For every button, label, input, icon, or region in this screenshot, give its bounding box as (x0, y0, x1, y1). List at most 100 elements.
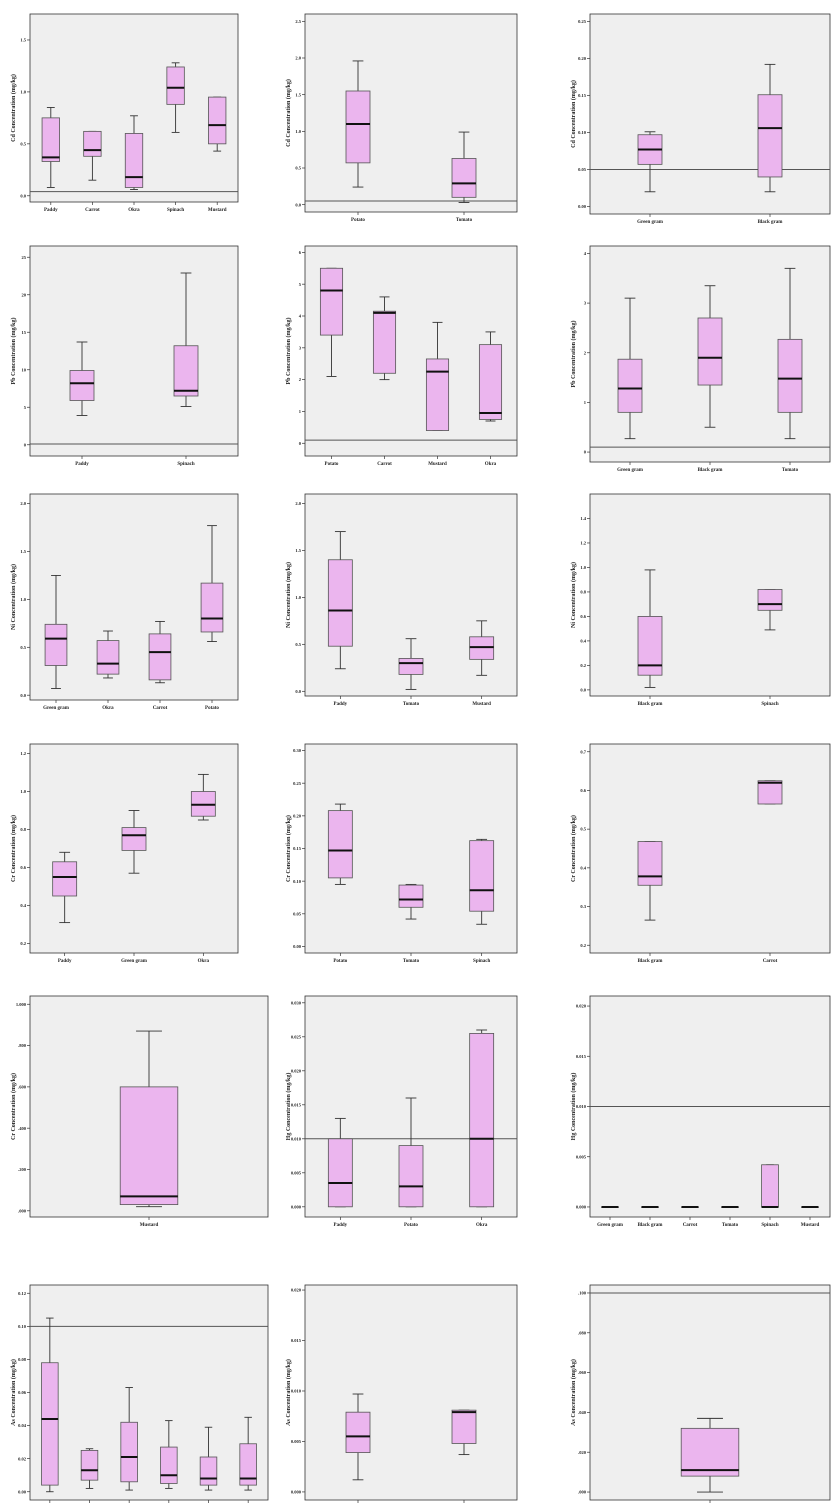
y-axis-label: Pb Concentration (mg/kg) (570, 321, 577, 388)
y-tick-label: 1.0 (20, 789, 26, 794)
category-label: Carrot (85, 208, 100, 213)
y-tick-label: 5 (24, 405, 27, 410)
box-carrot (681, 1205, 699, 1208)
y-axis-label: Cr Concentration (mg/kg) (570, 815, 577, 882)
box-plot-11: 0.00 0.05 0.10 0.15 0.20 0.25 0.30 Cr Concentra… (285, 743, 518, 964)
category-label: Carrot (763, 959, 778, 964)
box-okra (478, 331, 503, 422)
category-label: Paddy (75, 462, 89, 467)
category-label: Black gram (758, 220, 784, 225)
box-plot-7: 0.0 0.5 1.0 1.5 2.0 Ni Concentration (mg/kg) G… (10, 493, 239, 711)
y-tick-label: 0.06 (18, 1390, 27, 1395)
category-label: Black gram (638, 702, 664, 707)
category-label: Paddy (58, 959, 72, 964)
box-plot-16: 0.00 0.02 0.04 0.06 0.08 0.10 0.12 As Concentra… (10, 1284, 269, 1503)
y-tick-label: 4 (584, 251, 587, 256)
iqr-box (469, 1033, 495, 1208)
category-label: Spinach (761, 702, 778, 707)
iqr-box (425, 358, 450, 431)
iqr-box (199, 1456, 218, 1486)
iqr-box (398, 884, 424, 908)
y-tick-label: 0.00 (578, 204, 587, 209)
box-green-gram (121, 810, 147, 874)
y-tick-label: 0.5 (20, 141, 26, 146)
box-okra (96, 630, 120, 679)
box-paddy (327, 531, 353, 670)
y-tick-label: 0.5 (580, 827, 586, 832)
box-paddy (327, 1117, 353, 1208)
box-green-gram (80, 1448, 99, 1489)
y-tick-label: 0.015 (291, 1338, 302, 1343)
y-tick-label: 2.0 (295, 56, 301, 61)
iqr-box (757, 589, 783, 611)
y-tick-label: 0.005 (291, 1439, 302, 1444)
iqr-box (208, 96, 227, 145)
box-mustard (469, 620, 495, 676)
box-green-gram (601, 1205, 619, 1208)
box-plot-8: 0.0 0.5 1.0 1.5 2.0 Ni Concentration (mg/kg) P… (285, 493, 518, 707)
plot-frame (29, 1284, 269, 1501)
y-tick-label: 0.030 (291, 1000, 302, 1005)
iqr-box (121, 827, 147, 851)
y-tick-label: 0.0 (20, 193, 26, 198)
iqr-box (200, 582, 224, 633)
category-label: Potato (325, 462, 339, 467)
y-tick-label: 0.4 (580, 865, 586, 870)
category-label: Okra (198, 959, 210, 964)
box-spinach (469, 838, 495, 925)
category-label: Tomato (403, 959, 420, 964)
y-tick-label: 0.000 (576, 1205, 587, 1210)
box-plot-13: .000 .200 .400 .600 .800 1.000 Cr Concentratio… (10, 995, 269, 1228)
box-plot-15: 0.000 0.005 0.010 0.015 0.020 Hg Concentratio… (570, 995, 831, 1228)
y-tick-label: 1.2 (20, 751, 26, 756)
iqr-box (119, 1086, 179, 1206)
box-green-gram (44, 574, 68, 689)
y-tick-label: 2 (299, 377, 302, 382)
box-spinach (761, 1164, 779, 1208)
box-plot-14: 0.000 0.005 0.010 0.015 0.020 0.025 0.030 Hg Co… (285, 995, 518, 1228)
plot-frame (304, 1284, 518, 1501)
plot-frame (589, 493, 831, 697)
y-tick-label: 15 (22, 330, 27, 335)
iqr-box (80, 1449, 99, 1481)
category-label: Okra (476, 1223, 488, 1228)
iqr-box (124, 133, 144, 188)
iqr-box (697, 317, 723, 386)
y-tick-label: .060 (578, 1370, 587, 1375)
box-paddy (52, 851, 78, 924)
y-axis-label: Cd Concentration (mg/kg) (570, 80, 577, 148)
y-tick-label: 1.0 (20, 90, 26, 95)
y-tick-label: .800 (18, 1043, 27, 1048)
box-okra (124, 115, 144, 190)
box-black-gram (641, 1205, 659, 1208)
y-tick-label: 0.8 (580, 590, 586, 595)
y-tick-label: 1.4 (580, 516, 586, 521)
y-tick-label: 25 (22, 255, 27, 260)
y-tick-label: 0.6 (20, 865, 26, 870)
box-plot-4: 0 5 10 15 20 25 Pb Concentration (mg/kg) Paddy S… (10, 245, 239, 467)
iqr-box (327, 810, 353, 879)
box-plot-3: 0.00 0.05 0.10 0.15 0.20 0.25 Cd Concentration… (570, 13, 831, 225)
y-tick-label: 0.0 (295, 202, 301, 207)
box-mustard (119, 1030, 179, 1208)
plot-frame (589, 743, 831, 954)
y-tick-label: 0.0 (20, 693, 26, 698)
y-tick-label: .600 (18, 1084, 27, 1089)
y-axis-label: As Concentration (mg/kg) (570, 1359, 577, 1426)
category-label: Green gram (617, 468, 644, 473)
box-okra (190, 773, 216, 821)
iqr-box (345, 1411, 371, 1453)
y-tick-label: 0.25 (293, 781, 302, 786)
y-axis-label: As Concentration (mg/kg) (10, 1359, 17, 1426)
y-axis-label: Cr Concentration (mg/kg) (10, 1073, 17, 1140)
iqr-box (345, 90, 371, 164)
box-item (680, 1417, 740, 1493)
y-tick-label: 0.12 (18, 1291, 27, 1296)
y-tick-label: 0 (299, 441, 302, 446)
box-plot-12: 0.2 0.3 0.4 0.5 0.6 0.7 Cr Concentration (mg/k… (570, 743, 831, 964)
iqr-box (451, 158, 477, 198)
box-plot-5: 0 1 2 3 4 5 6 Pb Concentration (mg/kg) Potato Car… (285, 245, 518, 467)
box-tomato (398, 883, 424, 920)
box-okra (160, 1420, 178, 1489)
iqr-box (327, 1138, 353, 1208)
